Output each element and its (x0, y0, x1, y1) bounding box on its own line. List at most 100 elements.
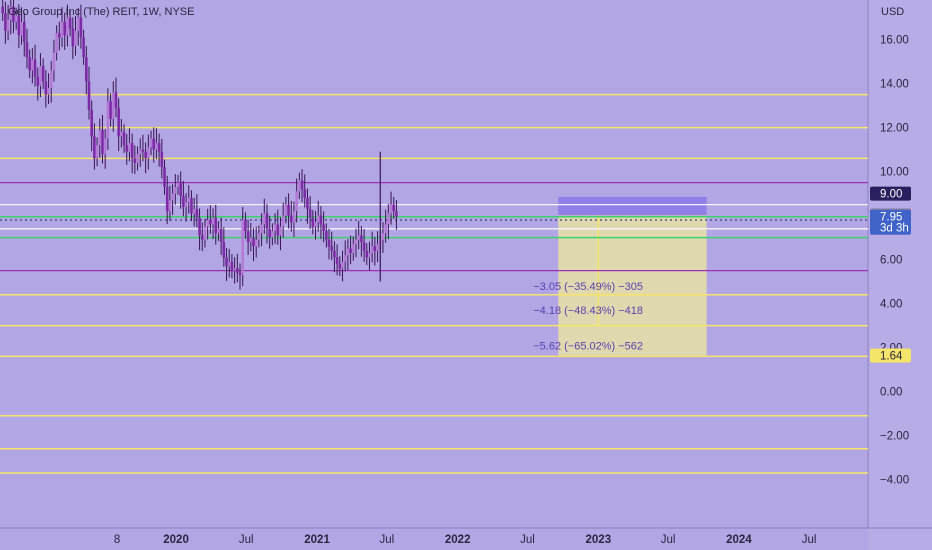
candle-body (141, 149, 145, 152)
candle-body (287, 204, 290, 216)
candle-body (133, 158, 137, 163)
candle-body (117, 107, 120, 137)
candle-body (246, 231, 250, 242)
candle-body (147, 147, 150, 159)
y-tick-label: 10.00 (880, 167, 909, 179)
candle-body (236, 268, 239, 273)
candle-body (163, 167, 166, 187)
candle-body (289, 215, 293, 223)
candle-body (28, 57, 31, 71)
candle-body (12, 6, 15, 22)
candle-body (101, 129, 104, 154)
candle-body (316, 215, 320, 223)
chart-title: Geo Group Inc (The) REIT, 1W, NYSE (8, 6, 195, 18)
candle-body (160, 151, 164, 168)
candle-body (176, 182, 180, 187)
candle-body (273, 224, 277, 231)
candle-body (84, 57, 88, 82)
candle-body (284, 204, 288, 216)
candle-body (138, 149, 142, 154)
candle-body (368, 253, 371, 258)
y-tick-label: −4.00 (880, 475, 909, 487)
candle-body (111, 92, 115, 119)
candle-body (144, 151, 147, 159)
candle-body (128, 143, 131, 152)
candle-body (314, 222, 317, 227)
candle-body (249, 237, 253, 242)
candle-body (195, 209, 199, 218)
candle-body (346, 248, 350, 256)
candle-body (90, 110, 93, 137)
y-tick-label: 0.00 (880, 387, 902, 399)
price-label-box (870, 348, 911, 363)
candle-body (373, 246, 377, 251)
candle-body (376, 244, 379, 251)
candle-body (60, 22, 64, 38)
candle-body (370, 246, 374, 253)
candle-body (1, 6, 4, 14)
candle-body (211, 217, 215, 225)
candle-body (306, 198, 309, 209)
y-tick-label: 6.00 (880, 255, 902, 267)
candle-body (165, 187, 169, 212)
y-tick-label: 14.00 (880, 79, 909, 91)
candle-body (155, 143, 158, 150)
candle-body (322, 224, 325, 231)
x-tick-label: 2024 (726, 534, 752, 546)
candle-body (130, 143, 134, 159)
candle-body (31, 59, 34, 71)
candle-body (184, 202, 188, 207)
candle-body (74, 30, 77, 47)
candle-body (244, 220, 247, 231)
candle-body (225, 257, 228, 267)
candle-body (6, 19, 10, 31)
price-label-text: 3d 3h (880, 223, 909, 235)
x-tick-label: 2023 (586, 534, 612, 546)
price-label-box (870, 186, 911, 201)
y-tick-label: 4.00 (880, 299, 902, 311)
price-label-text: 9.00 (880, 189, 902, 201)
position-annotation: −3.05 (−35.49%) −305 (533, 281, 643, 293)
candle-body (22, 22, 26, 42)
candle-body (308, 209, 312, 218)
candle-body (168, 200, 172, 212)
x-tick-label: Jul (239, 534, 254, 546)
candle-body (58, 33, 61, 38)
candle-body (227, 261, 231, 267)
candle-body (25, 41, 29, 58)
candle-body (238, 272, 242, 275)
candle-body (257, 233, 261, 240)
candle-body (66, 17, 69, 36)
candle-body (233, 268, 236, 271)
candle-body (171, 193, 174, 201)
candle-body (325, 231, 328, 240)
candle-body (219, 228, 223, 242)
candle-body (354, 239, 358, 245)
candle-body (76, 17, 80, 31)
candle-body (179, 182, 182, 196)
price-axis-background (868, 0, 932, 550)
x-tick-label: Jul (661, 534, 676, 546)
candle-body (20, 22, 23, 36)
x-tick-label: Jul (379, 534, 394, 546)
candle-body (47, 88, 50, 95)
candle-body (63, 22, 67, 36)
candle-body (222, 242, 226, 258)
candle-body (82, 37, 85, 58)
candle-body (362, 242, 366, 251)
candle-body (338, 264, 342, 269)
candle-body (392, 204, 396, 212)
candle-body (292, 211, 296, 223)
axis-currency: USD (881, 6, 904, 18)
candle-body (252, 237, 255, 247)
candle-body (122, 132, 126, 146)
candle-body (268, 228, 271, 238)
candle-body (271, 231, 274, 238)
candle-body (303, 189, 307, 198)
candle-body (203, 226, 207, 240)
x-tick-label: 8 (114, 534, 120, 546)
price-label-box (870, 220, 911, 235)
candle-body (343, 255, 347, 262)
candle-body (333, 250, 336, 258)
